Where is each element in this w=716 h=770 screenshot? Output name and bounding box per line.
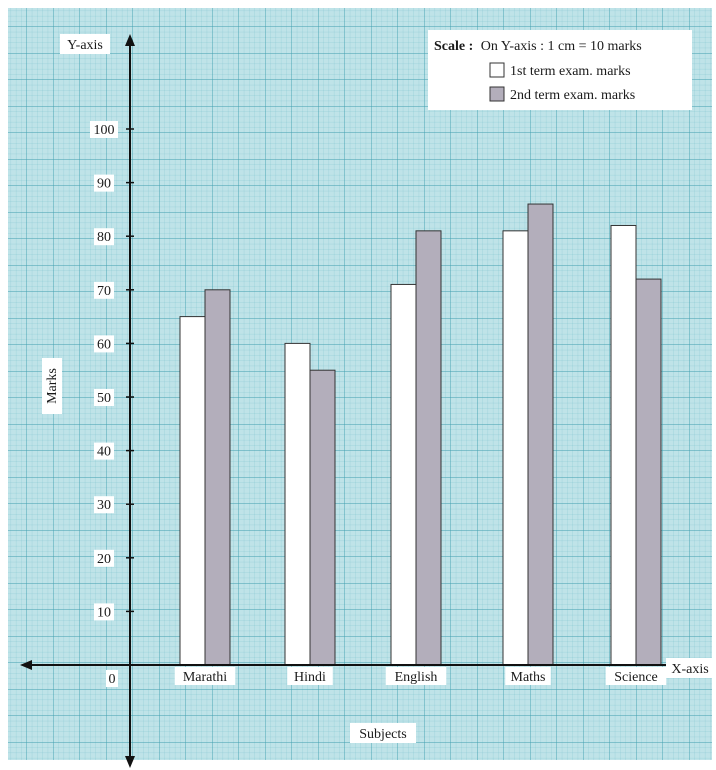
x-tick-label-box	[505, 667, 551, 685]
x-axis-label: Subjects	[359, 727, 406, 742]
bar-maths-term1	[502, 230, 529, 666]
y-tick-label: 20	[97, 552, 111, 567]
y-tick-label-box	[94, 174, 114, 192]
y-tick-label: 0	[109, 672, 116, 687]
legend: Scale : On Y-axis : 1 cm = 10 marks 1st …	[428, 30, 692, 110]
y-tick-label: 80	[97, 230, 111, 245]
x-tick-label-box	[287, 667, 333, 685]
x-label-box	[350, 723, 416, 743]
y-label-box	[42, 358, 62, 414]
bar-maths-term2	[527, 203, 554, 666]
y-tick-label: 10	[97, 605, 111, 620]
legend-scale-text: On Y-axis : 1 cm = 10 marks	[481, 39, 642, 54]
legend-scale-line: Scale : On Y-axis : 1 cm = 10 marks	[434, 39, 642, 54]
x-axis-arrow-left-icon	[20, 660, 32, 670]
x-axis-name: X-axis	[671, 662, 708, 677]
y-tick-label-box	[94, 335, 114, 353]
x-tick-label-hindi: Hindi	[294, 670, 326, 685]
y-tick-label: 60	[97, 337, 111, 352]
y-axis-name: Y-axis	[67, 38, 103, 53]
y-tick-label: 70	[97, 284, 111, 299]
y-tick-label: 90	[97, 177, 111, 192]
x-tick-label-science: Science	[614, 670, 658, 685]
y-axis-label: Marks	[45, 368, 60, 404]
y-tick-label: 50	[97, 391, 111, 406]
x-tick-label-english: English	[395, 670, 438, 685]
x-tick-label-maths: Maths	[511, 670, 546, 685]
y-tick-label: 40	[97, 445, 111, 460]
y-axis-arrow-up-icon	[125, 34, 135, 46]
legend-scale-label: Scale :	[434, 39, 473, 54]
x-tick-label-box	[385, 667, 447, 685]
y-tick-label-box	[94, 228, 114, 246]
graph-paper-grid	[8, 8, 712, 760]
x-axis-name-box	[666, 658, 714, 678]
y-tick-label-box	[94, 603, 114, 621]
y-axis-name-box	[60, 34, 110, 54]
y-tick-label: 100	[94, 123, 115, 138]
y-tick-label-box	[94, 496, 114, 514]
legend-label-2nd-term: 2nd term exam. marks	[510, 88, 635, 103]
bar-english-term1	[390, 283, 417, 666]
legend-box	[428, 30, 692, 110]
x-tick-label-box	[174, 667, 236, 685]
y-tick-label-box	[106, 670, 118, 687]
y-tick-label-box	[94, 281, 114, 299]
bar-marathi-term2	[204, 289, 231, 666]
x-tick-label-marathi: Marathi	[183, 670, 227, 685]
bar-hindi-term2	[309, 369, 336, 666]
y-tick-label-box	[94, 389, 114, 406]
y-tick-label-box	[90, 121, 118, 138]
y-tick-label-box	[94, 549, 114, 567]
x-tick-label-box	[605, 667, 667, 685]
bar-marathi-term1	[179, 316, 206, 666]
legend-swatch-2nd-term	[489, 86, 505, 102]
y-tick-label-box	[94, 442, 114, 460]
bar-science-term1	[610, 224, 637, 666]
y-axis-arrow-down-icon	[125, 756, 135, 768]
legend-swatch-1st-term	[489, 62, 505, 78]
bar-english-term2	[415, 230, 442, 666]
bar-science-term2	[635, 278, 662, 666]
bar-hindi-term1	[284, 342, 311, 666]
legend-label-1st-term: 1st term exam. marks	[510, 64, 631, 79]
y-tick-label: 30	[97, 498, 111, 513]
